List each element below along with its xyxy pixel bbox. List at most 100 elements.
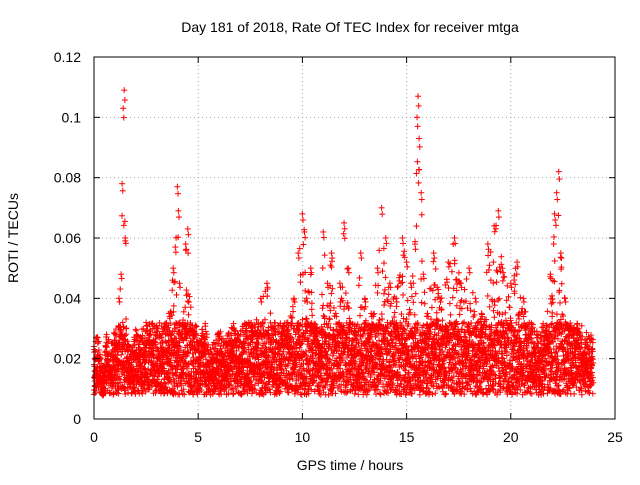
data-point [405, 297, 411, 303]
data-point [400, 292, 406, 298]
data-point [507, 304, 513, 310]
data-point [133, 326, 139, 332]
data-point [399, 279, 405, 285]
data-point [470, 290, 476, 296]
data-point [413, 291, 419, 297]
data-point [496, 296, 502, 302]
data-point [319, 292, 325, 298]
data-point [341, 231, 347, 237]
data-point [378, 391, 384, 397]
data-point [504, 283, 510, 289]
data-point [186, 312, 192, 318]
data-point [449, 269, 455, 275]
data-point [123, 316, 129, 322]
data-point [485, 252, 491, 258]
data-point [435, 291, 441, 297]
data-point [297, 279, 303, 285]
data-point [297, 246, 303, 252]
data-point [413, 223, 419, 229]
data-point [421, 289, 427, 295]
data-point [419, 300, 425, 306]
data-point [395, 283, 401, 289]
data-point [305, 289, 311, 295]
data-point [416, 167, 422, 173]
data-point [410, 273, 416, 279]
data-point [434, 310, 440, 316]
data-point [452, 261, 458, 267]
data-point [356, 275, 362, 281]
data-point [185, 298, 191, 304]
data-point [456, 270, 462, 276]
data-point [302, 288, 308, 294]
data-point [181, 392, 187, 398]
data-point [267, 310, 273, 316]
data-point [386, 291, 392, 297]
data-point [381, 260, 387, 266]
data-point [410, 299, 416, 305]
data-point [309, 306, 315, 312]
data-point [380, 268, 386, 274]
data-point [300, 241, 306, 247]
data-point [419, 212, 425, 218]
data-point [499, 311, 505, 317]
data-point [500, 278, 506, 284]
data-point [122, 218, 128, 224]
data-point [491, 314, 497, 320]
data-point [121, 222, 127, 228]
data-point [416, 180, 422, 186]
data-point [429, 305, 435, 311]
data-point [467, 385, 473, 391]
data-point [448, 312, 454, 318]
data-point [498, 254, 504, 260]
data-point [391, 314, 397, 320]
data-point [392, 310, 398, 316]
data-point [494, 279, 500, 285]
data-point [487, 262, 493, 268]
data-point [381, 291, 387, 297]
data-point [414, 159, 420, 165]
data-point [490, 259, 496, 265]
data-points [91, 87, 596, 398]
data-point [180, 391, 186, 397]
data-point [447, 301, 453, 307]
data-point [216, 330, 222, 336]
data-point [433, 266, 439, 272]
data-point [381, 302, 387, 308]
data-point [183, 287, 189, 293]
data-point [430, 259, 436, 265]
data-point [512, 281, 518, 287]
data-point [183, 292, 189, 298]
data-point [320, 305, 326, 311]
data-point [118, 352, 124, 358]
data-point [457, 311, 463, 317]
data-point [122, 391, 128, 397]
data-point [501, 274, 507, 280]
data-point [181, 309, 187, 315]
data-point [422, 301, 428, 307]
data-point [464, 276, 470, 282]
data-point [505, 334, 511, 340]
data-point [394, 284, 400, 290]
data-point [375, 290, 381, 296]
data-point [446, 285, 452, 291]
data-point [174, 292, 180, 298]
data-point [343, 290, 349, 296]
data-point [171, 303, 177, 309]
data-point [419, 258, 425, 264]
data-point [322, 252, 328, 258]
data-point [327, 316, 333, 322]
chart-title: Day 181 of 2018, Rate Of TEC Index for r… [181, 19, 519, 35]
data-point [485, 293, 491, 299]
data-point [383, 274, 389, 280]
data-point [424, 381, 430, 387]
data-point [501, 274, 507, 280]
data-point [327, 308, 333, 314]
data-point [169, 287, 175, 293]
data-point [342, 235, 348, 241]
data-point [515, 313, 521, 319]
data-point [502, 310, 508, 316]
data-point [117, 286, 123, 292]
data-point [182, 304, 188, 310]
